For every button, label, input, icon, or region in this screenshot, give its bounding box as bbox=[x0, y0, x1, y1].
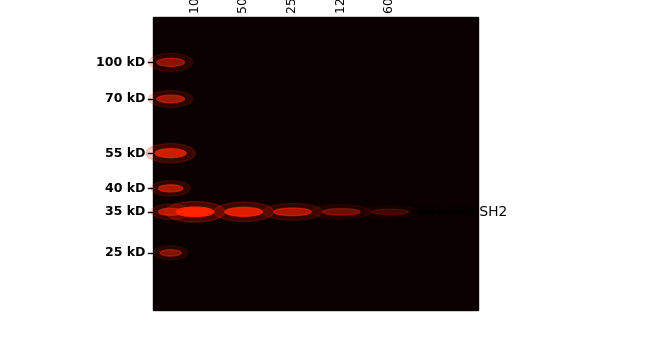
Ellipse shape bbox=[157, 95, 185, 103]
Ellipse shape bbox=[160, 250, 181, 256]
Ellipse shape bbox=[159, 208, 183, 215]
Text: 25 kD: 25 kD bbox=[105, 246, 145, 259]
Text: 70 kD: 70 kD bbox=[105, 92, 145, 105]
Text: 100 kD: 100 kD bbox=[96, 56, 145, 69]
Ellipse shape bbox=[153, 246, 188, 260]
Ellipse shape bbox=[148, 91, 192, 107]
Ellipse shape bbox=[263, 204, 322, 220]
Text: 40 kD: 40 kD bbox=[105, 182, 145, 195]
Ellipse shape bbox=[146, 144, 195, 163]
Ellipse shape bbox=[165, 202, 225, 222]
Bar bbox=[153, 17, 478, 310]
Ellipse shape bbox=[311, 205, 371, 219]
Ellipse shape bbox=[157, 58, 185, 66]
Ellipse shape bbox=[214, 202, 274, 221]
Text: 55 kD: 55 kD bbox=[105, 147, 145, 160]
Text: 125 ng: 125 ng bbox=[335, 0, 348, 13]
Ellipse shape bbox=[371, 209, 409, 214]
Ellipse shape bbox=[225, 207, 263, 216]
Ellipse shape bbox=[151, 204, 190, 220]
Ellipse shape bbox=[151, 181, 190, 196]
Text: 500 ng: 500 ng bbox=[237, 0, 250, 13]
Text: 250 ng: 250 ng bbox=[286, 0, 299, 13]
Ellipse shape bbox=[322, 209, 360, 215]
Ellipse shape bbox=[176, 207, 214, 216]
Ellipse shape bbox=[159, 185, 183, 192]
Ellipse shape bbox=[148, 53, 192, 71]
Text: GST-SRC SH2: GST-SRC SH2 bbox=[416, 205, 507, 219]
Ellipse shape bbox=[155, 149, 186, 158]
Ellipse shape bbox=[274, 208, 311, 216]
Text: 60 ng: 60 ng bbox=[384, 0, 396, 13]
Text: 1000 ng: 1000 ng bbox=[188, 0, 202, 13]
Text: 35 kD: 35 kD bbox=[105, 205, 145, 218]
